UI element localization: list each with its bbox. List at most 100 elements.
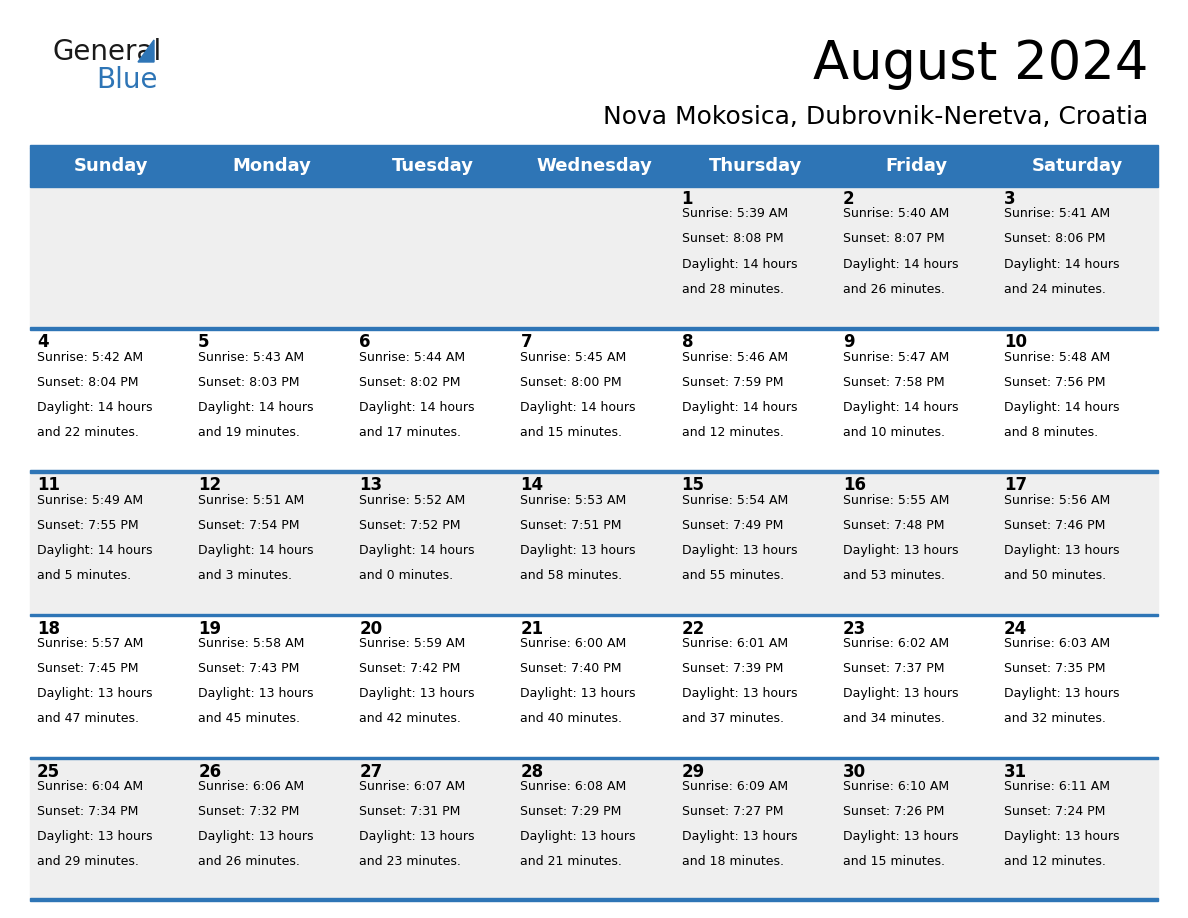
Text: and 53 minutes.: and 53 minutes. [842, 569, 944, 582]
Text: Saturday: Saturday [1032, 157, 1123, 175]
Text: Sunset: 7:43 PM: Sunset: 7:43 PM [198, 662, 299, 675]
Text: Sunrise: 5:46 AM: Sunrise: 5:46 AM [682, 351, 788, 364]
Text: Sunrise: 6:08 AM: Sunrise: 6:08 AM [520, 780, 627, 793]
Text: Sunrise: 5:45 AM: Sunrise: 5:45 AM [520, 351, 627, 364]
Text: 25: 25 [37, 763, 61, 781]
Text: and 26 minutes.: and 26 minutes. [198, 856, 301, 868]
Text: 12: 12 [198, 476, 221, 495]
Text: August 2024: August 2024 [813, 38, 1148, 90]
Text: and 55 minutes.: and 55 minutes. [682, 569, 784, 582]
Text: Sunset: 7:58 PM: Sunset: 7:58 PM [842, 375, 944, 388]
Text: Daylight: 14 hours: Daylight: 14 hours [198, 401, 314, 414]
Text: Sunset: 8:04 PM: Sunset: 8:04 PM [37, 375, 139, 388]
Text: 8: 8 [682, 333, 693, 352]
Text: Daylight: 14 hours: Daylight: 14 hours [37, 544, 152, 557]
Text: Daylight: 13 hours: Daylight: 13 hours [359, 830, 475, 844]
Text: 27: 27 [359, 763, 383, 781]
Text: and 10 minutes.: and 10 minutes. [842, 426, 944, 439]
Text: 23: 23 [842, 620, 866, 638]
Text: Daylight: 13 hours: Daylight: 13 hours [842, 544, 959, 557]
Text: Daylight: 14 hours: Daylight: 14 hours [37, 401, 152, 414]
Text: Sunset: 7:31 PM: Sunset: 7:31 PM [359, 805, 461, 818]
Text: and 42 minutes.: and 42 minutes. [359, 712, 461, 725]
Text: Sunset: 8:02 PM: Sunset: 8:02 PM [359, 375, 461, 388]
Text: 4: 4 [37, 333, 49, 352]
Text: Daylight: 13 hours: Daylight: 13 hours [37, 687, 152, 700]
Text: Sunset: 7:48 PM: Sunset: 7:48 PM [842, 519, 944, 532]
Text: and 15 minutes.: and 15 minutes. [842, 856, 944, 868]
Text: and 3 minutes.: and 3 minutes. [198, 569, 292, 582]
Text: Sunrise: 5:42 AM: Sunrise: 5:42 AM [37, 351, 143, 364]
Text: Sunset: 7:55 PM: Sunset: 7:55 PM [37, 519, 139, 532]
Text: Sunrise: 6:09 AM: Sunrise: 6:09 AM [682, 780, 788, 793]
Text: and 22 minutes.: and 22 minutes. [37, 426, 139, 439]
Text: Daylight: 14 hours: Daylight: 14 hours [1004, 258, 1119, 271]
Bar [30, 470, 1158, 473]
Text: 10: 10 [1004, 333, 1026, 352]
Bar [30, 148, 1158, 184]
Text: and 45 minutes.: and 45 minutes. [198, 712, 301, 725]
Text: 14: 14 [520, 476, 544, 495]
Text: Sunrise: 5:58 AM: Sunrise: 5:58 AM [198, 637, 304, 650]
Text: Sunrise: 6:00 AM: Sunrise: 6:00 AM [520, 637, 627, 650]
Text: Sunset: 7:26 PM: Sunset: 7:26 PM [842, 805, 944, 818]
Text: Sunset: 7:46 PM: Sunset: 7:46 PM [1004, 519, 1105, 532]
Text: Daylight: 13 hours: Daylight: 13 hours [1004, 687, 1119, 700]
Text: Sunrise: 6:01 AM: Sunrise: 6:01 AM [682, 637, 788, 650]
Text: Sunset: 7:40 PM: Sunset: 7:40 PM [520, 662, 623, 675]
Text: and 29 minutes.: and 29 minutes. [37, 856, 139, 868]
Text: Sunrise: 5:55 AM: Sunrise: 5:55 AM [842, 494, 949, 507]
Text: Daylight: 13 hours: Daylight: 13 hours [1004, 544, 1119, 557]
Text: Daylight: 13 hours: Daylight: 13 hours [198, 830, 314, 844]
Text: Daylight: 14 hours: Daylight: 14 hours [359, 544, 475, 557]
Text: 26: 26 [198, 763, 221, 781]
Text: Daylight: 14 hours: Daylight: 14 hours [842, 258, 959, 271]
Text: Daylight: 13 hours: Daylight: 13 hours [842, 830, 959, 844]
Text: and 50 minutes.: and 50 minutes. [1004, 569, 1106, 582]
Text: Sunset: 7:37 PM: Sunset: 7:37 PM [842, 662, 944, 675]
Text: 31: 31 [1004, 763, 1026, 781]
Text: 21: 21 [520, 620, 544, 638]
Text: Daylight: 13 hours: Daylight: 13 hours [520, 687, 636, 700]
Text: Daylight: 13 hours: Daylight: 13 hours [359, 687, 475, 700]
Text: Sunrise: 5:59 AM: Sunrise: 5:59 AM [359, 637, 466, 650]
Text: Sunset: 7:27 PM: Sunset: 7:27 PM [682, 805, 783, 818]
Text: 5: 5 [198, 333, 209, 352]
Text: 22: 22 [682, 620, 704, 638]
Text: Sunrise: 6:10 AM: Sunrise: 6:10 AM [842, 780, 949, 793]
Text: Sunset: 7:49 PM: Sunset: 7:49 PM [682, 519, 783, 532]
Text: Tuesday: Tuesday [392, 157, 474, 175]
Text: 3: 3 [1004, 190, 1016, 208]
Text: Sunrise: 5:40 AM: Sunrise: 5:40 AM [842, 207, 949, 220]
Text: Sunrise: 5:51 AM: Sunrise: 5:51 AM [198, 494, 304, 507]
Text: Sunrise: 5:43 AM: Sunrise: 5:43 AM [198, 351, 304, 364]
Text: Sunrise: 5:54 AM: Sunrise: 5:54 AM [682, 494, 788, 507]
Text: and 12 minutes.: and 12 minutes. [682, 426, 783, 439]
Bar [30, 613, 1158, 616]
Bar [30, 327, 1158, 470]
Text: Daylight: 13 hours: Daylight: 13 hours [520, 544, 636, 557]
Text: 24: 24 [1004, 620, 1028, 638]
Text: Daylight: 13 hours: Daylight: 13 hours [198, 687, 314, 700]
Text: 18: 18 [37, 620, 61, 638]
Text: Sunrise: 6:03 AM: Sunrise: 6:03 AM [1004, 637, 1110, 650]
Text: Daylight: 14 hours: Daylight: 14 hours [520, 401, 636, 414]
Text: 13: 13 [359, 476, 383, 495]
Text: Monday: Monday [233, 157, 311, 175]
Bar [30, 756, 1158, 900]
Bar [30, 184, 1158, 327]
Text: 7: 7 [520, 333, 532, 352]
Text: and 32 minutes.: and 32 minutes. [1004, 712, 1106, 725]
Text: Daylight: 13 hours: Daylight: 13 hours [520, 830, 636, 844]
Text: and 12 minutes.: and 12 minutes. [1004, 856, 1106, 868]
Text: 11: 11 [37, 476, 61, 495]
Text: Friday: Friday [885, 157, 947, 175]
Text: Daylight: 14 hours: Daylight: 14 hours [359, 401, 475, 414]
Text: Daylight: 14 hours: Daylight: 14 hours [682, 258, 797, 271]
Text: 17: 17 [1004, 476, 1026, 495]
Text: and 47 minutes.: and 47 minutes. [37, 712, 139, 725]
Text: 28: 28 [520, 763, 544, 781]
Text: Wednesday: Wednesday [536, 157, 652, 175]
Text: Sunday: Sunday [74, 157, 147, 175]
Text: 16: 16 [842, 476, 866, 495]
